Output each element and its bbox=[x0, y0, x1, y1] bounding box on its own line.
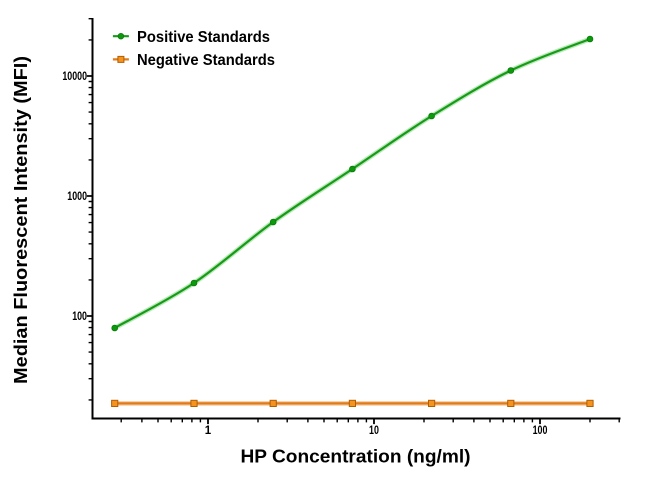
svg-text:10000: 10000 bbox=[62, 71, 87, 83]
svg-text:1000: 1000 bbox=[67, 191, 87, 203]
svg-text:HP Concentration (ng/ml): HP Concentration (ng/ml) bbox=[241, 447, 471, 467]
svg-text:Positive Standards: Positive Standards bbox=[137, 29, 270, 46]
svg-text:1: 1 bbox=[205, 425, 212, 437]
svg-text:100: 100 bbox=[72, 311, 87, 323]
svg-text:Negative Standards: Negative Standards bbox=[137, 52, 275, 69]
svg-text:10: 10 bbox=[369, 425, 379, 437]
svg-text:100: 100 bbox=[533, 425, 548, 437]
svg-text:Median Fluorescent Intensity (: Median Fluorescent Intensity (MFI) bbox=[11, 56, 31, 384]
